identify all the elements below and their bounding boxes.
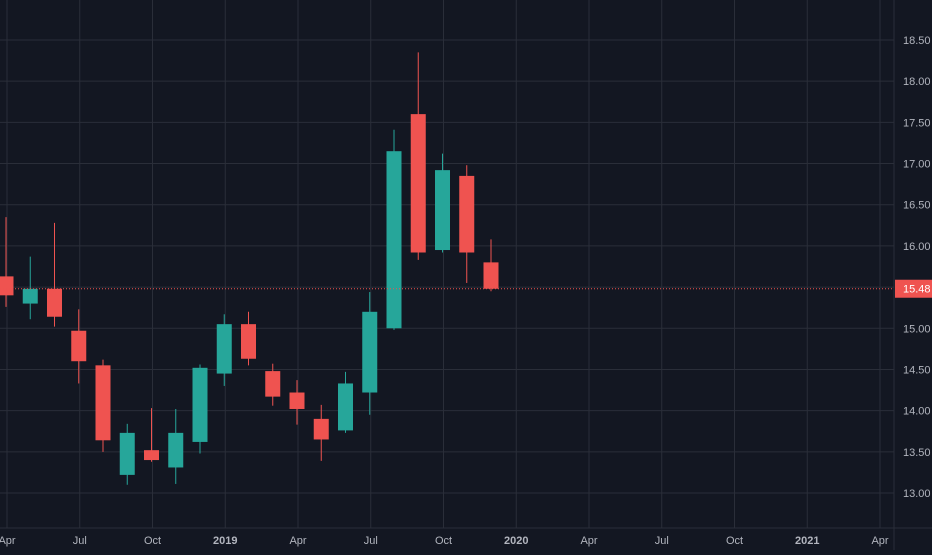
y-tick-label: 14.00 (903, 406, 931, 418)
y-tick-label: 18.00 (903, 76, 931, 88)
candle-body (192, 367, 208, 442)
y-tick-label: 16.50 (903, 200, 931, 212)
x-tick-label: Oct (726, 535, 743, 547)
x-tick-label: Apr (871, 535, 888, 547)
candle-body (483, 262, 499, 289)
candle (386, 129, 402, 330)
candle (144, 408, 159, 462)
candle-body (338, 383, 353, 431)
candle-body (241, 324, 256, 359)
y-tick-label: 13.50 (903, 447, 931, 459)
candle (362, 292, 378, 415)
x-tick-label: 2019 (213, 535, 237, 547)
candle-body (435, 170, 450, 251)
candle (216, 314, 232, 386)
y-tick-label: 16.00 (903, 241, 931, 253)
candle (192, 364, 208, 454)
candle (265, 363, 281, 406)
candle-body (265, 371, 281, 397)
y-tick-label: 17.00 (903, 159, 931, 171)
candle-body (22, 288, 38, 304)
candle-body (386, 151, 402, 329)
candle-body (0, 276, 14, 296)
candle-body (144, 450, 159, 461)
y-tick-label: 15.00 (903, 323, 931, 335)
candle (289, 380, 305, 425)
candle-layer (0, 52, 499, 485)
candle (241, 311, 256, 366)
candle-body (47, 288, 62, 317)
candle (0, 217, 14, 307)
last-price-label-bg (895, 279, 932, 298)
last-price-value: 15.48 (903, 284, 931, 296)
candle (338, 371, 353, 433)
candle-body (168, 432, 184, 468)
time-axis[interactable]: Apr Jul Oct 2019 Apr Jul Oct 2020 Apr Jul Oct 2021 A… (0, 527, 932, 547)
x-tick-label: Oct (435, 535, 452, 547)
x-tick-label: Jul (73, 535, 87, 547)
candle (22, 256, 38, 320)
candle-body (362, 311, 378, 393)
y-tick-label: 18.50 (903, 35, 931, 47)
x-tick-label: 2021 (795, 535, 819, 547)
candle (119, 423, 135, 485)
candle-body (459, 175, 475, 253)
candle-body (119, 432, 135, 475)
candle (313, 404, 329, 461)
y-tick-label: 17.50 (903, 117, 931, 129)
x-tick-label: Apr (0, 535, 16, 547)
price-axis[interactable]: 18.5018.0017.5017.0016.5016.0015.5015.00… (893, 0, 932, 550)
candle (168, 408, 184, 484)
candle (47, 222, 62, 327)
candle (459, 165, 475, 283)
y-tick-label: 13.00 (903, 488, 931, 500)
x-tick-label: Oct (144, 535, 161, 547)
x-tick-label: Apr (289, 535, 306, 547)
candle (71, 309, 87, 384)
candle (435, 153, 450, 253)
x-tick-label: 2020 (504, 535, 528, 547)
last-price-label: 15.48 (895, 279, 932, 298)
x-tick-label: Jul (655, 535, 669, 547)
y-tick-label: 14.50 (903, 364, 931, 376)
candle (410, 52, 426, 260)
candle-body (289, 392, 305, 409)
x-tick-label: Apr (580, 535, 597, 547)
candle-body (216, 324, 232, 374)
candle-body (95, 365, 111, 441)
candle (95, 359, 111, 452)
candle-body (71, 330, 87, 362)
candle (483, 239, 499, 292)
x-tick-label: Jul (364, 535, 378, 547)
candle-body (410, 114, 426, 253)
candle-body (313, 418, 329, 440)
